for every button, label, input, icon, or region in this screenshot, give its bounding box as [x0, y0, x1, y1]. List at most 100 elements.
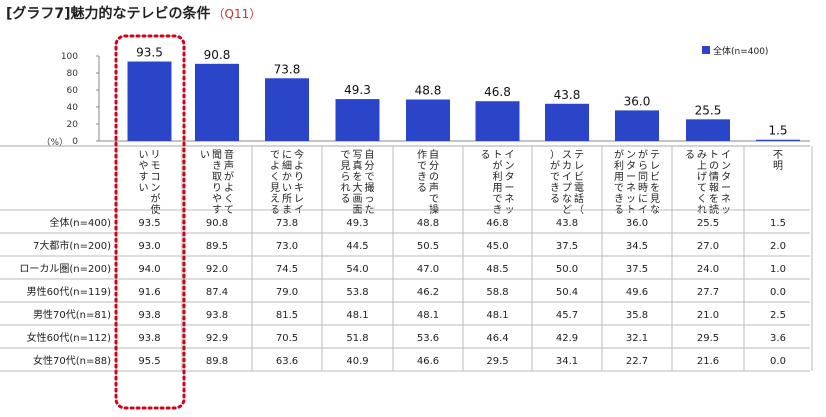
category-char: げ [697, 171, 707, 183]
category-char: 利 [493, 171, 503, 183]
category-char: っ [365, 194, 375, 205]
table-row-label: 女性70代(n=88) [33, 354, 111, 367]
table-cell: 37.5 [626, 264, 648, 275]
y-tick-label: 100 [61, 52, 78, 62]
table-cell: 1.0 [770, 264, 786, 275]
bar-value-label: 36.0 [624, 94, 651, 108]
table-cell: 93.0 [138, 241, 160, 252]
table-cell: 50.0 [556, 264, 578, 275]
category-char: ー [626, 172, 636, 183]
category-char: く [270, 172, 280, 183]
table-cell: 44.5 [346, 241, 368, 252]
table-cell: 92.9 [206, 333, 228, 344]
table-cell: 34.1 [556, 356, 578, 367]
category-char: に [282, 149, 292, 161]
category-char: に [638, 193, 648, 205]
table-cell: 48.1 [417, 310, 439, 321]
category-char: タ [505, 171, 515, 183]
category-char: い [139, 183, 149, 194]
bar-value-label: 73.8 [274, 62, 301, 76]
category-char: で [341, 150, 351, 161]
table-cell: 48.1 [486, 310, 508, 321]
table-cell: 47.0 [417, 264, 439, 275]
table-cell: 93.5 [138, 218, 160, 229]
category-char: ネ [721, 193, 731, 205]
chart-title: [グラフ7]魅力的なテレビの条件 （Q11） [6, 3, 261, 23]
legend-label: 全体(n=400) [713, 45, 768, 57]
category-char: 写 [353, 149, 363, 161]
category-char: ら [341, 171, 351, 183]
table-cell: 93.8 [138, 310, 160, 321]
category-char: る [341, 193, 351, 205]
table-cell: 87.4 [206, 287, 228, 298]
category-char: 画 [353, 194, 363, 205]
category-char: 分 [429, 160, 439, 172]
category-char: レ [574, 161, 584, 172]
category-char: ッ [626, 194, 636, 205]
category-char: 明 [773, 160, 783, 172]
bar [545, 103, 589, 141]
table-cell: 93.8 [138, 333, 160, 344]
category-char: 今 [294, 148, 304, 161]
category-char: 話 [574, 192, 584, 205]
table-cell: 93.8 [206, 310, 228, 321]
category-char: き [212, 160, 222, 172]
category-char: キ [294, 183, 304, 194]
table-cell: 92.0 [206, 264, 228, 275]
category-char: ン [505, 161, 515, 172]
category-char: や [139, 160, 149, 172]
category-char: 自 [365, 148, 375, 161]
category-char: 用 [614, 172, 624, 183]
category-char: ネ [626, 182, 636, 194]
category-char: ビ [574, 171, 584, 183]
category-char: で [614, 183, 624, 194]
category-char: カ [562, 160, 572, 172]
table-cell: 27.7 [697, 287, 719, 298]
bar-value-label: 46.8 [484, 85, 511, 99]
category-char: 分 [365, 160, 375, 172]
category-char: る [481, 149, 491, 161]
category-char: が [493, 159, 503, 172]
table-cell: 49.6 [626, 287, 648, 298]
category-char: て [697, 183, 707, 194]
table-cell: 53.6 [417, 333, 439, 344]
category-char: で [429, 194, 439, 205]
table-cell: 91.6 [138, 287, 160, 298]
bar-value-label: 43.8 [554, 88, 581, 102]
bar [127, 61, 172, 141]
category-char: ネ [505, 193, 515, 205]
table-cell: 0.0 [770, 356, 786, 367]
category-char: き [614, 193, 624, 205]
category-char: え [270, 193, 280, 205]
category-char: す [139, 171, 149, 183]
category-char: 上 [697, 160, 707, 172]
table-cell: 32.1 [626, 333, 648, 344]
category-char: を [650, 182, 660, 194]
question-code: （Q11） [212, 7, 262, 21]
category-char: い [200, 150, 210, 161]
category-char: で [550, 172, 560, 183]
table-row-label: 全体(n=400) [49, 216, 111, 229]
bar-value-label: 93.5 [136, 46, 163, 60]
category-char: 報 [709, 182, 719, 194]
table-cell: 63.6 [276, 356, 298, 367]
table-cell: 50.4 [556, 287, 578, 298]
chart-title-main: [グラフ7]魅力的なテレビの条件 [6, 6, 211, 22]
category-char: 大 [353, 181, 363, 194]
table-cell: 51.8 [346, 333, 368, 344]
table-cell: 3.6 [770, 333, 786, 344]
table-cell: 79.0 [276, 287, 298, 298]
category-char: 不 [773, 150, 783, 161]
category-char: タ [626, 160, 636, 172]
category-char: コ [151, 172, 161, 183]
category-char: が [550, 159, 560, 172]
table-cell: 21.6 [697, 356, 719, 367]
table-cell: 49.3 [346, 218, 368, 229]
table-row-label: 7大都市(n=200) [33, 239, 111, 252]
